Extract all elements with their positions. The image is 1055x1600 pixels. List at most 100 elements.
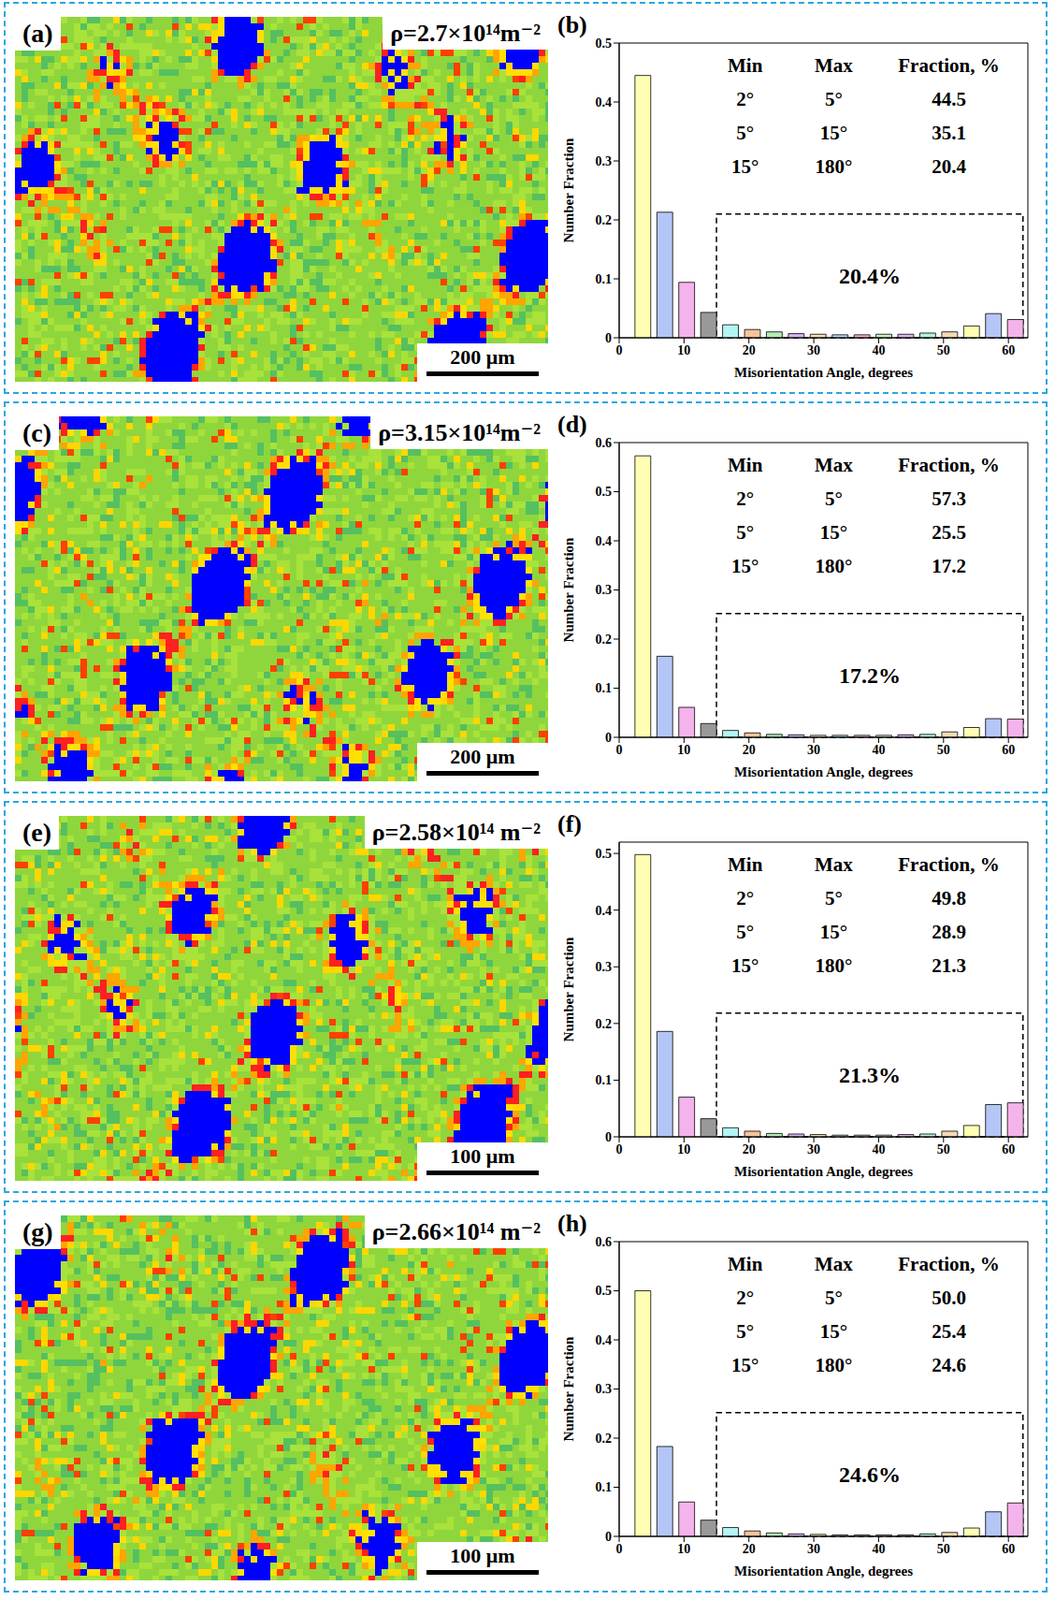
svg-text:0.3: 0.3 — [595, 154, 613, 169]
svg-text:0.5: 0.5 — [595, 1283, 613, 1298]
svg-text:30: 30 — [807, 1141, 821, 1157]
html-text:49.8: 49.8 — [931, 886, 967, 910]
svg-text:60: 60 — [1001, 1141, 1015, 1157]
svg-text:17.2%: 17.2% — [838, 663, 901, 688]
html-text:(e): (e) — [22, 817, 52, 847]
html-text:(d): (d) — [557, 410, 588, 438]
svg-text:Number Fraction: Number Fraction — [561, 936, 577, 1041]
svg-text:10: 10 — [677, 742, 691, 757]
svg-text:0.1: 0.1 — [595, 680, 613, 695]
svg-text:60: 60 — [1001, 1541, 1015, 1556]
svg-text:0: 0 — [616, 1541, 623, 1556]
html-text:15°: 15° — [731, 953, 759, 977]
svg-text:0.2: 0.2 — [595, 632, 613, 647]
svg-text:30: 30 — [807, 742, 821, 757]
html-text:35.1: 35.1 — [931, 121, 967, 145]
html-text:100 μm: 100 μm — [450, 1143, 516, 1168]
svg-text:0.6: 0.6 — [595, 1234, 613, 1249]
svg-text:0.3: 0.3 — [595, 959, 613, 974]
svg-text:Number Fraction: Number Fraction — [561, 137, 577, 243]
html-text:ρ=2.66×10¹⁴ m⁻²: ρ=2.66×10¹⁴ m⁻² — [371, 1217, 541, 1245]
svg-text:0: 0 — [605, 1529, 612, 1544]
svg-text:50: 50 — [937, 742, 951, 757]
html-text:15°: 15° — [819, 121, 848, 145]
html-text:21.3: 21.3 — [931, 953, 967, 977]
html-text:Min: Min — [727, 453, 763, 477]
svg-text:0: 0 — [616, 1141, 623, 1157]
svg-text:60: 60 — [1001, 742, 1015, 757]
html-text:17.2: 17.2 — [931, 554, 967, 578]
svg-text:50: 50 — [937, 1541, 951, 1556]
html-text:(b): (b) — [557, 11, 588, 39]
html-text:44.5: 44.5 — [931, 87, 967, 111]
html-text:180°: 180° — [815, 554, 853, 578]
svg-text:0.5: 0.5 — [595, 484, 613, 499]
html-text:ρ=3.15×10¹⁴m⁻²: ρ=3.15×10¹⁴m⁻² — [378, 419, 541, 447]
svg-text:0: 0 — [616, 343, 623, 358]
svg-text:21.3%: 21.3% — [838, 1062, 901, 1087]
html-text:200 μm: 200 μm — [450, 345, 516, 369]
svg-text:0.2: 0.2 — [595, 1016, 613, 1031]
svg-text:0: 0 — [616, 742, 623, 757]
svg-text:40: 40 — [871, 1541, 885, 1556]
html-text:15°: 15° — [731, 554, 759, 578]
svg-text:Number Fraction: Number Fraction — [561, 536, 577, 642]
svg-text:0: 0 — [605, 1129, 612, 1144]
svg-text:0.3: 0.3 — [595, 582, 613, 597]
html-text:(a): (a) — [22, 18, 54, 48]
svg-text:0.4: 0.4 — [595, 1332, 613, 1347]
svg-text:0.5: 0.5 — [595, 36, 613, 51]
html-text:15°: 15° — [819, 520, 848, 544]
svg-text:Misorientation Angle, degrees: Misorientation Angle, degrees — [734, 1163, 913, 1179]
html-text:200 μm: 200 μm — [450, 744, 516, 768]
svg-text:10: 10 — [677, 1541, 691, 1556]
svg-text:Misorientation Angle, degrees: Misorientation Angle, degrees — [734, 1562, 913, 1578]
html-text:180°: 180° — [815, 953, 853, 977]
html-text:ρ=2.7×10¹⁴m⁻²: ρ=2.7×10¹⁴m⁻² — [390, 19, 541, 47]
html-text:(h): (h) — [557, 1209, 588, 1237]
svg-text:Misorientation Angle, degrees: Misorientation Angle, degrees — [734, 764, 913, 780]
svg-text:Number Fraction: Number Fraction — [561, 1335, 577, 1441]
svg-text:0.4: 0.4 — [595, 903, 613, 918]
html-text:Min: Min — [727, 852, 763, 876]
svg-text:0.6: 0.6 — [595, 435, 613, 450]
svg-text:0.5: 0.5 — [595, 846, 613, 861]
svg-text:40: 40 — [871, 742, 885, 757]
svg-text:0.3: 0.3 — [595, 1381, 613, 1396]
svg-text:0.2: 0.2 — [595, 1430, 613, 1446]
svg-text:60: 60 — [1001, 343, 1015, 358]
svg-text:40: 40 — [871, 1141, 885, 1157]
svg-text:24.6%: 24.6% — [838, 1461, 901, 1487]
svg-text:0: 0 — [605, 730, 612, 745]
svg-text:Misorientation Angle, degrees: Misorientation Angle, degrees — [734, 364, 913, 380]
html-text:100 μm: 100 μm — [450, 1543, 516, 1567]
svg-text:30: 30 — [807, 1541, 821, 1556]
svg-text:10: 10 — [677, 1141, 691, 1157]
html-text:ρ=2.58×10¹⁴ m⁻²: ρ=2.58×10¹⁴ m⁻² — [371, 818, 541, 846]
html-text:Max: Max — [814, 852, 853, 876]
svg-text:30: 30 — [807, 343, 821, 358]
svg-text:0.1: 0.1 — [595, 272, 613, 287]
html-text:Fraction, %: Fraction, % — [898, 852, 1000, 876]
svg-text:20: 20 — [742, 1541, 756, 1556]
svg-text:0.2: 0.2 — [595, 213, 613, 228]
svg-text:0.1: 0.1 — [595, 1072, 613, 1087]
svg-text:50: 50 — [937, 1141, 951, 1157]
svg-text:50: 50 — [937, 343, 951, 358]
svg-text:20: 20 — [742, 1141, 756, 1157]
svg-text:20.4%: 20.4% — [838, 263, 901, 289]
svg-text:0: 0 — [605, 331, 612, 346]
svg-text:0.1: 0.1 — [595, 1479, 613, 1494]
html-text:25.5: 25.5 — [931, 520, 967, 544]
html-text:(g): (g) — [22, 1216, 54, 1246]
svg-text:20: 20 — [742, 742, 756, 757]
svg-text:40: 40 — [871, 343, 885, 358]
html-text:Fraction, %: Fraction, % — [898, 453, 1000, 477]
html-text:(f): (f) — [557, 809, 582, 838]
svg-text:0.4: 0.4 — [595, 534, 613, 549]
svg-text:0.4: 0.4 — [595, 95, 613, 110]
html-text:(c): (c) — [22, 418, 52, 448]
svg-text:10: 10 — [677, 343, 691, 358]
svg-text:20: 20 — [742, 343, 756, 358]
html-text:Max: Max — [814, 453, 853, 477]
